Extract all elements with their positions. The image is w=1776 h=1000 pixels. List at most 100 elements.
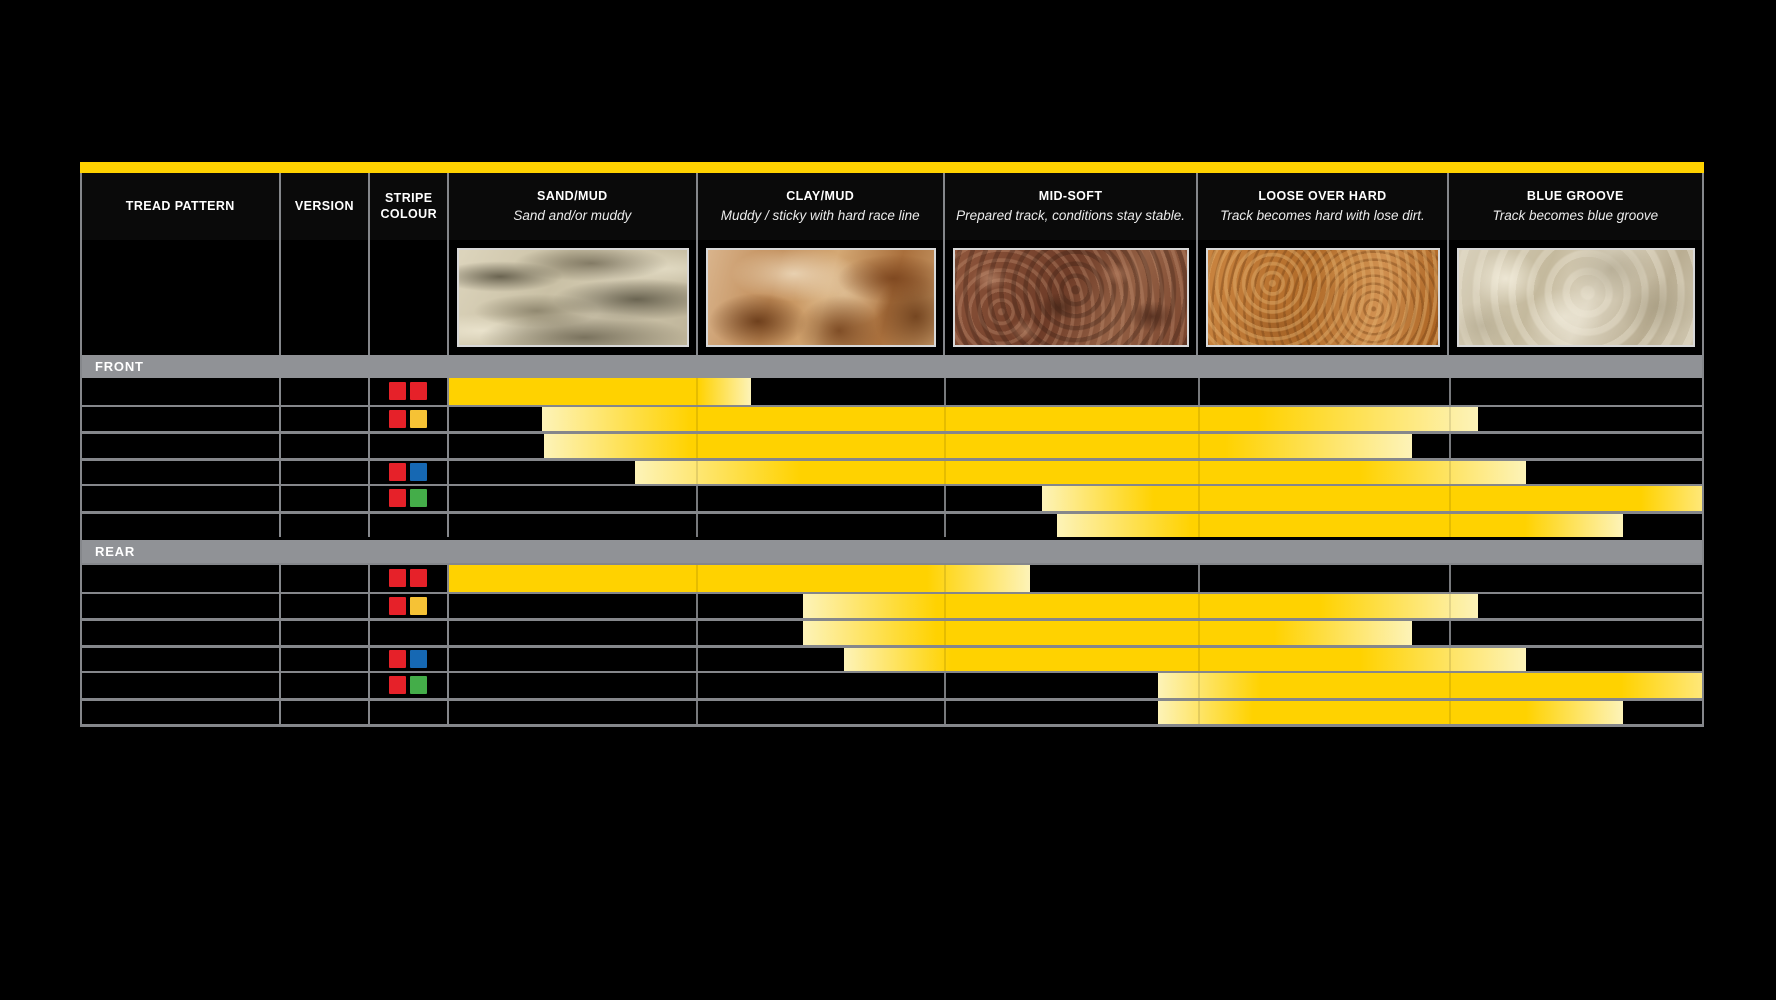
column-gridline-overlay xyxy=(1198,378,1201,405)
version-cell xyxy=(281,378,371,405)
tread-pattern-cell xyxy=(82,378,281,405)
condition-bar-area xyxy=(449,486,1702,511)
condition-bar-area xyxy=(449,700,1702,724)
terrain-photo-loose xyxy=(1206,248,1440,347)
terrain-photo-cell-loose xyxy=(1198,240,1449,355)
column-header-stripe: STRIPE COLOUR xyxy=(370,173,450,240)
stripe-swatch-red xyxy=(389,463,407,482)
tread-pattern-cell xyxy=(82,486,281,511)
column-title: STRIPE COLOUR xyxy=(380,190,438,221)
range-bar xyxy=(803,621,1413,645)
column-gridline-overlay xyxy=(1449,486,1452,511)
column-gridline-overlay xyxy=(696,700,699,724)
stripe-swatch-green xyxy=(410,676,428,695)
column-header-clay: CLAY/MUD Muddy / sticky with hard race li… xyxy=(698,173,945,240)
range-bar xyxy=(1158,700,1624,724)
tread-pattern-cell xyxy=(82,513,281,537)
column-gridline-overlay xyxy=(1449,593,1452,618)
column-gridline-overlay xyxy=(696,406,699,431)
column-title: CLAY/MUD xyxy=(786,189,855,204)
accent-top-bar xyxy=(80,162,1704,173)
column-gridline-overlay xyxy=(1449,565,1452,592)
stripe-colour-cell xyxy=(370,406,450,431)
column-gridline-overlay xyxy=(1449,378,1452,405)
version-cell xyxy=(281,621,371,645)
column-gridline-overlay xyxy=(1449,700,1452,724)
column-subtitle: Track becomes blue groove xyxy=(1492,208,1659,224)
tread-pattern-cell xyxy=(82,621,281,645)
column-subtitle: Sand and/or muddy xyxy=(513,208,632,224)
column-gridline-overlay xyxy=(944,378,947,405)
terrain-photo-row xyxy=(82,240,1702,355)
column-gridline-overlay xyxy=(944,647,947,671)
column-gridline-overlay xyxy=(944,700,947,724)
column-gridline-overlay xyxy=(1198,647,1201,671)
terrain-photo-cell-midsoft xyxy=(945,240,1199,355)
column-gridline-overlay xyxy=(1198,593,1201,618)
stripe-swatch-red xyxy=(389,489,407,508)
condition-bar-area xyxy=(449,593,1702,618)
column-gridline-overlay xyxy=(696,513,699,537)
column-gridline xyxy=(1449,378,1452,405)
stripe-swatch-red xyxy=(389,650,407,669)
section-rows-rear xyxy=(82,563,1702,724)
version-cell xyxy=(281,460,371,484)
range-bar xyxy=(803,593,1479,618)
table-row xyxy=(82,457,1702,484)
column-gridline-overlay xyxy=(1198,673,1201,698)
empty-cell-stripe xyxy=(370,240,450,355)
column-gridline-overlay xyxy=(1449,406,1452,431)
column-gridline-overlay xyxy=(696,647,699,671)
column-gridline-overlay xyxy=(1198,565,1201,592)
column-gridline xyxy=(696,673,699,698)
stripe-swatch-blue xyxy=(410,463,428,482)
stripe-colour-cell xyxy=(370,593,450,618)
column-gridline-overlay xyxy=(1449,513,1452,537)
column-gridline-overlay xyxy=(944,621,947,645)
table-row xyxy=(82,484,1702,511)
stripe-colour-cell xyxy=(370,673,450,698)
empty-cell-tread xyxy=(82,240,281,355)
stripe-swatch-red xyxy=(389,596,407,615)
column-gridline-overlay xyxy=(696,434,699,458)
tread-pattern-cell xyxy=(82,700,281,724)
stripe-swatch-red xyxy=(410,382,428,401)
table-row xyxy=(82,565,1702,592)
table-row xyxy=(82,697,1702,724)
stripe-swatch-red xyxy=(389,569,407,588)
version-cell xyxy=(281,565,371,592)
column-header-version: VERSION xyxy=(281,173,371,240)
header-row: TREAD PATTERN VERSION STRIPE COLOUR SAND/MU… xyxy=(82,173,1702,240)
table-row xyxy=(82,591,1702,618)
column-gridline-overlay xyxy=(1449,621,1452,645)
condition-bar-area xyxy=(449,406,1702,431)
table-row xyxy=(82,644,1702,671)
condition-bar-area xyxy=(449,673,1702,698)
table-row xyxy=(82,431,1702,458)
column-gridline xyxy=(1198,378,1201,405)
column-gridline xyxy=(696,593,699,618)
column-gridline-overlay xyxy=(944,486,947,511)
condition-bar-area xyxy=(449,434,1702,458)
tread-pattern-cell xyxy=(82,434,281,458)
version-cell xyxy=(281,434,371,458)
condition-bar-area xyxy=(449,621,1702,645)
column-gridline-overlay xyxy=(696,378,699,405)
column-gridline-overlay xyxy=(944,593,947,618)
terrain-photo-cell-sand xyxy=(449,240,698,355)
stripe-swatch-red xyxy=(410,569,428,588)
sections: FRONT REAR xyxy=(82,355,1702,724)
empty-cell-version xyxy=(281,240,371,355)
column-gridline-overlay xyxy=(944,673,947,698)
stripe-colour-cell xyxy=(370,378,450,405)
stripe-colour-cell xyxy=(370,434,450,458)
column-title: VERSION xyxy=(294,198,354,213)
column-gridline xyxy=(696,621,699,645)
terrain-photo-sand xyxy=(457,248,689,347)
table-row xyxy=(82,404,1702,431)
column-gridline xyxy=(1449,621,1452,645)
condition-bar-area xyxy=(449,460,1702,484)
table-row xyxy=(82,378,1702,405)
column-gridline xyxy=(944,486,947,511)
